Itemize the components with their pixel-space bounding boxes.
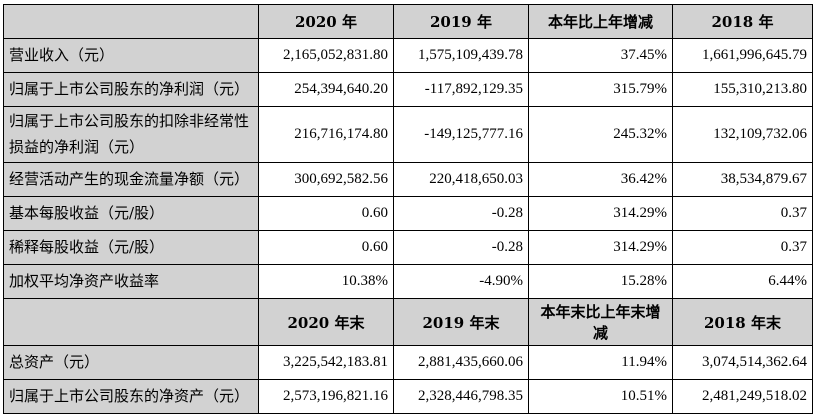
- cell-2018-value: 155,310,213.80: [672, 72, 813, 107]
- table-row-net-profit: 归属于上市公司股东的净利润（元） 254,394,640.20 -117,892…: [3, 72, 813, 107]
- annual-header-yoy-change: 本年比上年增减: [528, 4, 673, 39]
- table-row-operating-cash-flow: 经营活动产生的现金流量净额（元） 300,692,582.56 220,418,…: [3, 162, 813, 197]
- cell-2018-value: 0.37: [672, 230, 813, 265]
- cell-2020-value: 0.60: [258, 230, 394, 265]
- row-label: 归属于上市公司股东的扣除非经常性损益的净利润（元）: [3, 106, 259, 163]
- table-row-net-assets: 归属于上市公司股东的净资产（元） 2,573,196,821.16 2,328,…: [3, 379, 813, 414]
- cell-2019-value: -4.90%: [393, 264, 529, 299]
- cell-change-value: 37.45%: [528, 38, 673, 73]
- row-label: 基本每股收益（元/股）: [3, 196, 259, 231]
- row-label: 归属于上市公司股东的净利润（元）: [3, 72, 259, 107]
- cell-change-value: 11.94%: [528, 345, 673, 380]
- cell-2018-value: 0.37: [672, 196, 813, 231]
- cell-2019-value: -0.28: [393, 230, 529, 265]
- cell-change-value: 314.29%: [528, 196, 673, 231]
- cell-change-value: 15.28%: [528, 264, 673, 299]
- annual-header-2020: 2020 年: [258, 4, 394, 39]
- row-label: 归属于上市公司股东的净资产（元）: [3, 379, 259, 414]
- financial-summary-table: 2020 年 2019 年 本年比上年增减 2018 年 营业收入（元） 2,1…: [3, 4, 813, 414]
- annual-header-2018: 2018 年: [672, 4, 813, 39]
- yearend-header-2018: 2018 年末: [672, 298, 813, 346]
- cell-2019-value: 2,328,446,798.35: [393, 379, 529, 414]
- cell-change-value: 315.79%: [528, 72, 673, 107]
- cell-2019-value: 2,881,435,660.06: [393, 345, 529, 380]
- cell-2018-value: 38,534,879.67: [672, 162, 813, 197]
- cell-2020-value: 3,225,542,183.81: [258, 345, 394, 380]
- cell-2019-value: 1,575,109,439.78: [393, 38, 529, 73]
- cell-2020-value: 254,394,640.20: [258, 72, 394, 107]
- cell-2020-value: 2,573,196,821.16: [258, 379, 394, 414]
- annual-header-empty: [3, 4, 259, 39]
- yearend-header-empty: [3, 298, 259, 346]
- row-label: 稀释每股收益（元/股）: [3, 230, 259, 265]
- cell-2020-value: 10.38%: [258, 264, 394, 299]
- cell-2018-value: 132,109,732.06: [672, 106, 813, 163]
- yearend-header-yoy-change: 本年末比上年末增减: [528, 298, 673, 346]
- table-row-total-assets: 总资产（元） 3,225,542,183.81 2,881,435,660.06…: [3, 345, 813, 380]
- row-label: 加权平均净资产收益率: [3, 264, 259, 299]
- table-row-operating-revenue: 营业收入（元） 2,165,052,831.80 1,575,109,439.7…: [3, 38, 813, 73]
- yearend-header-row: 2020 年末 2019 年末 本年末比上年末增减 2018 年末: [3, 298, 813, 346]
- cell-2018-value: 1,661,996,645.79: [672, 38, 813, 73]
- cell-change-value: 245.32%: [528, 106, 673, 163]
- cell-2018-value: 6.44%: [672, 264, 813, 299]
- annual-header-row: 2020 年 2019 年 本年比上年增减 2018 年: [3, 4, 813, 39]
- cell-2019-value: -117,892,129.35: [393, 72, 529, 107]
- cell-change-value: 314.29%: [528, 230, 673, 265]
- cell-2019-value: -0.28: [393, 196, 529, 231]
- cell-change-value: 36.42%: [528, 162, 673, 197]
- table-row-basic-eps: 基本每股收益（元/股） 0.60 -0.28 314.29% 0.37: [3, 196, 813, 231]
- table-row-diluted-eps: 稀释每股收益（元/股） 0.60 -0.28 314.29% 0.37: [3, 230, 813, 265]
- row-label: 总资产（元）: [3, 345, 259, 380]
- cell-2020-value: 0.60: [258, 196, 394, 231]
- yearend-header-2019: 2019 年末: [393, 298, 529, 346]
- cell-2019-value: 220,418,650.03: [393, 162, 529, 197]
- cell-2019-value: -149,125,777.16: [393, 106, 529, 163]
- table-row-weighted-avg-roe: 加权平均净资产收益率 10.38% -4.90% 15.28% 6.44%: [3, 264, 813, 299]
- cell-2018-value: 3,074,514,362.64: [672, 345, 813, 380]
- table-row-net-profit-excl-nonrecurring: 归属于上市公司股东的扣除非经常性损益的净利润（元） 216,716,174.80…: [3, 106, 813, 163]
- cell-2018-value: 2,481,249,518.02: [672, 379, 813, 414]
- yearend-header-2020: 2020 年末: [258, 298, 394, 346]
- cell-2020-value: 2,165,052,831.80: [258, 38, 394, 73]
- annual-header-2019: 2019 年: [393, 4, 529, 39]
- cell-2020-value: 300,692,582.56: [258, 162, 394, 197]
- row-label: 营业收入（元）: [3, 38, 259, 73]
- cell-2020-value: 216,716,174.80: [258, 106, 394, 163]
- row-label: 经营活动产生的现金流量净额（元）: [3, 162, 259, 197]
- cell-change-value: 10.51%: [528, 379, 673, 414]
